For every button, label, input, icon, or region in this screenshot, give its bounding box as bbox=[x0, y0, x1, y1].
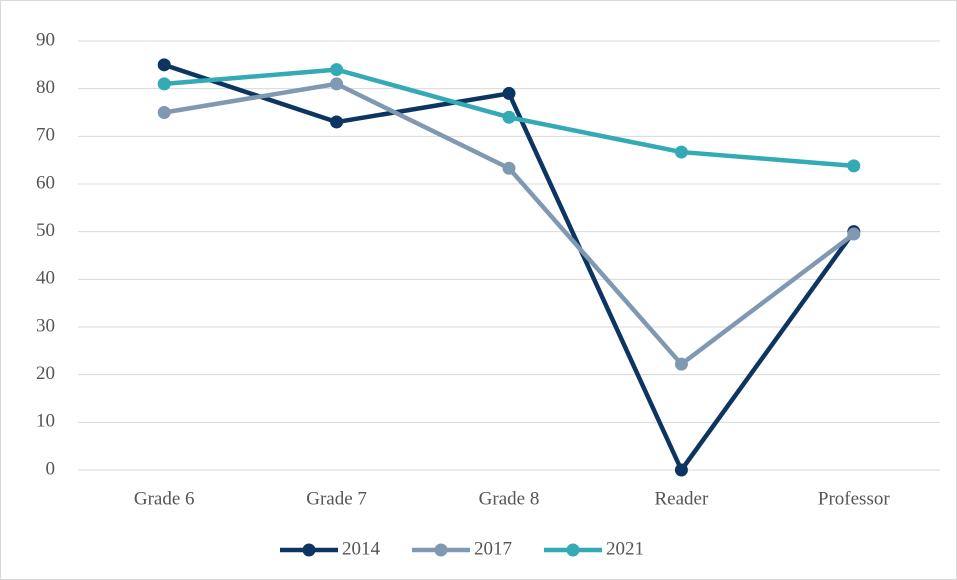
y-tick-label: 60 bbox=[36, 172, 55, 193]
marker bbox=[674, 145, 688, 159]
x-tick-label: Reader bbox=[654, 488, 708, 509]
y-tick-label: 50 bbox=[36, 220, 55, 241]
y-tick-label: 80 bbox=[36, 77, 55, 98]
legend-marker bbox=[566, 543, 580, 557]
x-tick-label: Grade 8 bbox=[479, 488, 540, 509]
legend-label: 2021 bbox=[606, 538, 644, 559]
marker bbox=[674, 463, 688, 477]
marker bbox=[502, 161, 516, 175]
y-tick-label: 0 bbox=[46, 458, 56, 479]
marker bbox=[847, 227, 861, 241]
marker bbox=[330, 77, 344, 91]
legend-marker bbox=[302, 543, 316, 557]
marker bbox=[330, 63, 344, 77]
y-tick-label: 70 bbox=[36, 125, 55, 146]
x-tick-label: Grade 7 bbox=[306, 488, 367, 509]
marker bbox=[157, 58, 171, 72]
marker bbox=[157, 106, 171, 119]
marker bbox=[502, 110, 516, 124]
y-tick-label: 30 bbox=[36, 315, 55, 336]
marker bbox=[330, 115, 344, 129]
legend-label: 2017 bbox=[474, 538, 512, 559]
legend-label: 2014 bbox=[342, 538, 381, 559]
y-tick-label: 10 bbox=[36, 411, 55, 432]
marker bbox=[157, 77, 171, 91]
y-tick-label: 20 bbox=[36, 363, 55, 384]
x-tick-label: Grade 6 bbox=[134, 488, 195, 509]
y-tick-label: 90 bbox=[36, 29, 55, 50]
marker bbox=[847, 159, 861, 173]
y-tick-label: 40 bbox=[36, 268, 55, 289]
legend-marker bbox=[434, 543, 448, 557]
marker bbox=[502, 86, 516, 100]
x-tick-label: Professor bbox=[818, 488, 890, 509]
marker bbox=[674, 357, 688, 371]
